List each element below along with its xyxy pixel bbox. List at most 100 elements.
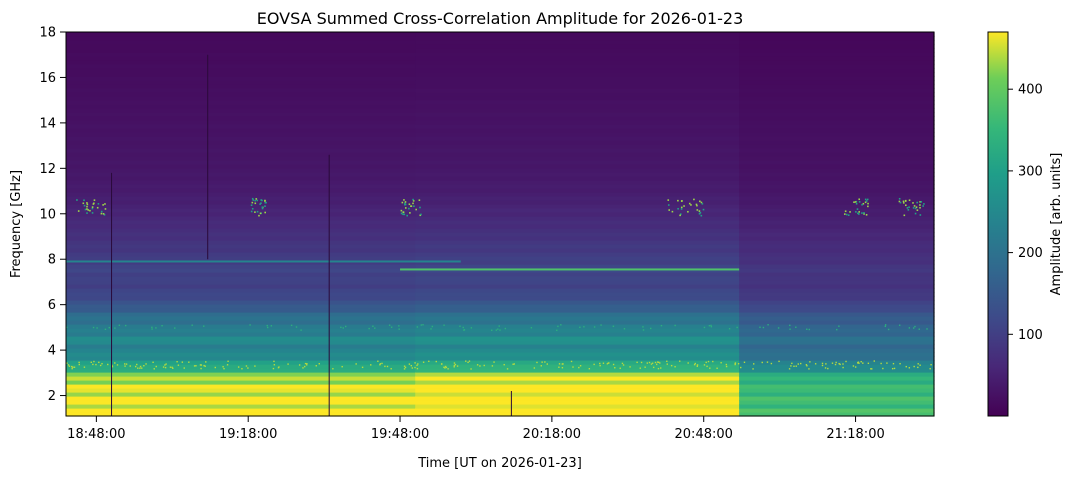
rfi-speck [411,367,414,369]
rfi-speck [657,367,660,370]
heatmap-cell [739,76,935,81]
rfi-speck [666,363,668,365]
rfi-speck [838,362,840,365]
rfi-speck [806,365,808,367]
rfi-speck [254,211,256,213]
rfi-speck [668,209,671,211]
rfi-speck [836,328,838,331]
heatmap-cell [415,376,740,381]
heatmap-cell [66,104,416,109]
heatmap-cell [415,128,740,133]
heatmap-cell [415,408,740,413]
heatmap-cell [415,208,740,213]
heatmap-cell [66,84,416,89]
rfi-speck [152,361,154,364]
heatmap-cell [66,328,416,333]
rfi-speck [408,363,411,365]
rfi-speck [171,366,173,369]
rfi-speck [266,324,268,327]
rfi-speck [479,365,481,367]
heatmap-cell [415,284,740,289]
rfi-speck [100,210,103,213]
heatmap-cell [415,148,740,153]
rfi-speck [84,208,87,211]
heatmap-cell [66,384,416,389]
rfi-speck [923,203,925,205]
rfi-speck [412,202,414,205]
rfi-speck [700,214,703,217]
heatmap-cell [739,164,935,169]
heatmap-cell [66,76,416,81]
rfi-speck [92,363,94,366]
rfi-speck [899,362,901,365]
heatmap-cell [66,32,416,37]
rfi-speck [898,197,901,200]
heatmap-cell [739,232,935,237]
rfi-speck [476,364,479,366]
rfi-speck [92,326,95,329]
heatmap-cell [739,360,935,365]
heatmap-cell [66,112,416,117]
heatmap-cell [66,192,416,197]
rfi-speck [839,363,841,366]
rfi-speck [252,199,255,201]
rfi-speck [162,366,165,368]
rfi-speck [720,362,722,364]
rfi-speck [188,361,190,363]
rfi-speck [467,361,469,364]
y-tick-label: 4 [48,344,56,359]
rfi-speck [674,366,676,368]
rfi-speck [145,363,147,365]
rfi-speck [858,213,860,215]
rfi-speck [725,365,728,368]
rfi-speck [497,328,499,330]
rfi-speck [193,365,196,367]
bright-band [66,260,461,263]
heatmap-cell [66,144,416,149]
heatmap-cell [66,172,416,177]
rfi-speck [855,211,857,213]
heatmap-cell [739,36,935,41]
rfi-speck [680,206,683,209]
rfi-speck [470,368,472,370]
rfi-speck [468,360,471,362]
rfi-speck [858,362,860,364]
rfi-speck [416,326,419,328]
rfi-speck [99,364,102,367]
heatmap-cell [66,380,416,385]
bright-band [400,268,740,271]
heatmap-cell [66,48,416,53]
heatmap-cell [739,204,935,209]
heatmap-cell [415,380,740,385]
rfi-speck [172,367,174,369]
rfi-speck [408,203,411,206]
heatmap-cell [739,256,935,261]
rfi-speck [342,327,344,329]
rfi-speck [861,203,863,206]
rfi-speck [116,364,119,366]
heatmap-cell [739,372,935,377]
rfi-speck [125,363,128,365]
rfi-speck [622,364,625,366]
heatmap-cell [66,404,416,409]
heatmap-cell [415,152,740,157]
rfi-speck [250,210,253,213]
heatmap-cell [66,92,416,97]
heatmap-cell [66,256,416,261]
rfi-speck [440,363,443,365]
rfi-speck [646,362,648,364]
rfi-speck [650,327,652,330]
heatmap-cell [739,320,935,325]
heatmap-cell [739,404,935,409]
rfi-speck [95,363,97,366]
rfi-speck [506,368,509,370]
rfi-speck [593,363,595,366]
rfi-speck [854,201,857,203]
rfi-speck [558,366,560,368]
rfi-speck [904,199,907,202]
heatmap-cell [739,84,935,89]
rfi-speck [91,207,94,210]
rfi-speck [90,361,92,363]
heatmap-cell [66,208,416,213]
rfi-speck [355,363,357,365]
